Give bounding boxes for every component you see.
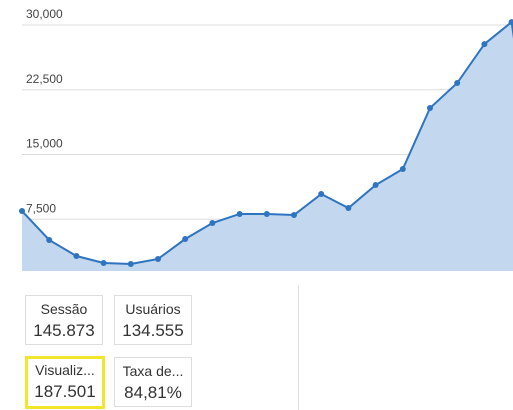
point xyxy=(182,236,189,243)
point xyxy=(155,255,161,262)
y-tick-label: 7,500 xyxy=(26,201,56,215)
y-tick-label: 22,500 xyxy=(26,72,63,86)
point xyxy=(427,105,433,112)
area xyxy=(22,22,513,271)
point xyxy=(73,253,80,260)
metric-value: 187.501 xyxy=(34,382,96,401)
point xyxy=(481,41,488,48)
point xyxy=(127,260,134,267)
metric-label: Usuários xyxy=(125,301,181,317)
point xyxy=(236,210,243,217)
metric-card[interactable]: Taxa de... 84,81% xyxy=(114,357,192,407)
y-tick-label: 15,000 xyxy=(26,137,63,151)
point xyxy=(345,205,352,212)
metric-card[interactable]: Sessão 145.873 xyxy=(25,295,103,345)
metric-label: Taxa de... xyxy=(122,363,184,379)
point xyxy=(454,80,461,87)
point xyxy=(399,166,406,173)
metric-value: 84,81% xyxy=(124,383,182,402)
metric-label: Visualiz... xyxy=(35,362,95,378)
divider xyxy=(298,285,299,410)
line xyxy=(21,20,513,265)
point xyxy=(508,19,513,26)
metric-value: 145.873 xyxy=(33,321,95,340)
point xyxy=(291,212,297,219)
chart: 7,500 15,000 22,500 30,000 xyxy=(19,7,513,271)
point xyxy=(372,182,379,189)
y-tick-label: 30,000 xyxy=(26,7,63,21)
point xyxy=(19,208,25,215)
metric-card[interactable]: Visualiz... 187.501 xyxy=(25,356,105,409)
metric-label: Sessão xyxy=(40,301,88,317)
point xyxy=(100,260,107,267)
point xyxy=(209,220,216,227)
point xyxy=(263,210,270,217)
metric-value: 134.555 xyxy=(122,321,184,340)
metric-card[interactable]: Usuários 134.555 xyxy=(114,295,192,345)
point xyxy=(46,236,53,243)
point xyxy=(318,191,325,198)
